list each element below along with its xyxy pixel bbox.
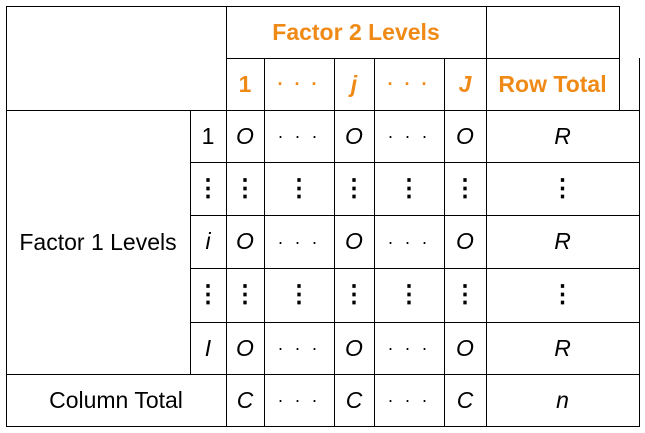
column-total-dots-1: · · · xyxy=(277,390,321,410)
rule-bottom xyxy=(6,426,639,427)
cell-vdots-2-4: ⋮ xyxy=(397,281,421,308)
row-total-vdots-2: ⋮ xyxy=(550,281,575,308)
cell-I-dots-2: · · · xyxy=(387,338,431,358)
row-label-I: I xyxy=(204,334,212,361)
rule-col-3 xyxy=(374,58,375,427)
col-header-1: 1 xyxy=(238,70,252,97)
grand-total: n xyxy=(556,386,569,413)
row-total-1: R xyxy=(554,122,571,149)
rule-header-mid xyxy=(226,58,619,59)
rule-header-right xyxy=(619,6,620,111)
rule-col-2 xyxy=(334,58,335,427)
rule-body-bottom xyxy=(6,374,639,375)
cell-I-dots-1: · · · xyxy=(277,338,321,358)
cell-i-J: O xyxy=(456,228,474,254)
cell-i-1: O xyxy=(236,228,254,254)
col-header-j: j xyxy=(350,70,358,97)
cell-1-dots-2: · · · xyxy=(387,126,431,146)
cell-vdots-2-5: ⋮ xyxy=(453,281,477,308)
column-total-label: Column Total xyxy=(49,386,183,413)
column-total-J: C xyxy=(456,386,474,413)
factor2-title: Factor 2 Levels xyxy=(272,18,440,45)
cell-vdots-1-3: ⋮ xyxy=(342,174,366,202)
col-header-dots-1: · · · xyxy=(277,74,321,94)
row-label-vdots-1: ⋮ xyxy=(196,174,220,202)
col-header-J: J xyxy=(458,70,472,97)
rule-right xyxy=(639,58,640,427)
column-total-1: C xyxy=(236,386,254,413)
rule-row-1 xyxy=(190,162,639,163)
row-total-i: R xyxy=(554,228,571,254)
rule-col-1 xyxy=(264,58,265,427)
cell-1-J: O xyxy=(456,122,474,149)
factor1-label: Factor 1 Levels xyxy=(19,228,177,255)
cell-1-j: O xyxy=(345,122,363,149)
cell-I-1: O xyxy=(236,334,254,361)
cell-1-dots-1: · · · xyxy=(277,126,321,146)
rule-col-5 xyxy=(486,6,487,427)
cell-vdots-1-5: ⋮ xyxy=(453,174,477,202)
col-header-dots-2: · · · xyxy=(387,74,431,94)
cell-vdots-2-3: ⋮ xyxy=(342,281,366,308)
rule-row-4 xyxy=(190,322,639,323)
cell-vdots-1-4: ⋮ xyxy=(397,174,421,202)
cell-vdots-1-1: ⋮ xyxy=(233,174,257,202)
row-total-vdots-1: ⋮ xyxy=(550,174,575,202)
row-label-1: 1 xyxy=(201,122,215,149)
rule-row-3 xyxy=(190,268,639,269)
cell-vdots-1-2: ⋮ xyxy=(287,174,311,202)
rule-left xyxy=(6,6,7,427)
cell-i-dots-1: · · · xyxy=(277,231,321,252)
cell-I-j: O xyxy=(345,334,363,361)
cell-vdots-2-1: ⋮ xyxy=(233,281,257,308)
row-total-header: Row Total xyxy=(498,70,607,97)
rule-header-bottom xyxy=(6,110,639,111)
cell-i-dots-2: · · · xyxy=(387,231,431,252)
cell-1-1: O xyxy=(236,122,254,149)
cell-i-j: O xyxy=(345,228,363,254)
rule-col-4 xyxy=(444,58,445,427)
cell-I-J: O xyxy=(456,334,474,361)
rule-row-2 xyxy=(190,215,639,216)
row-label-vdots-2: ⋮ xyxy=(196,281,220,308)
rule-stub-right xyxy=(226,6,227,427)
row-label-i: i xyxy=(205,228,211,254)
column-total-dots-2: · · · xyxy=(387,390,431,410)
rule-top xyxy=(6,6,619,7)
cell-vdots-2-2: ⋮ xyxy=(287,281,311,308)
row-total-I: R xyxy=(554,334,571,361)
column-total-j: C xyxy=(345,386,363,413)
rule-factor1-right xyxy=(190,110,191,375)
